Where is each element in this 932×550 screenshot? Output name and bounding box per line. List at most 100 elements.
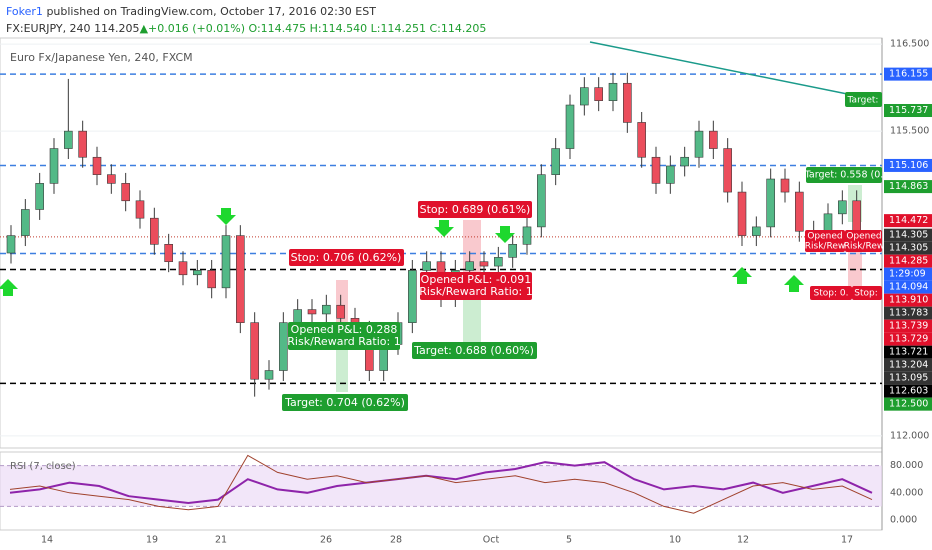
candle-body: [795, 191, 804, 232]
annotation: Target:: [847, 96, 879, 106]
date-label: 28: [390, 535, 402, 546]
annotation-box: [412, 342, 537, 359]
candle-body: [838, 200, 847, 215]
price-tag: [884, 214, 932, 228]
price-tag: [884, 228, 932, 242]
annotation: Target: 0.688 (0.60%): [413, 344, 534, 357]
y-tick-label: 115.500: [890, 126, 929, 137]
indicator-tick-label: 80.000: [890, 460, 923, 471]
trend-line: [589, 41, 883, 102]
ohlc-low: L:114.251: [371, 22, 426, 35]
price-tag: [884, 180, 932, 194]
candle-body: [236, 235, 245, 323]
price-tag: [884, 267, 932, 281]
published: published on TradingView.com, October 17…: [46, 5, 376, 18]
annotation: Stop:: [854, 289, 878, 299]
price-tag-label: 115.106: [889, 160, 928, 171]
candle-body: [279, 322, 288, 371]
annotation-box: [806, 167, 882, 183]
candle-body: [408, 270, 417, 323]
candle-body: [35, 183, 44, 210]
annotation: Opened: [846, 232, 881, 242]
candle-body: [522, 226, 532, 245]
candle-body: [264, 370, 274, 380]
annotation: Risk/Reward Ratio: 1: [287, 335, 400, 348]
date-label: Oct: [483, 535, 500, 546]
price-tag-label: 114.285: [889, 256, 928, 267]
candle-body: [322, 304, 331, 315]
price-tag: [884, 254, 932, 268]
candle-body: [293, 309, 302, 323]
candle-body: [623, 82, 632, 123]
date-label: 26: [320, 535, 332, 546]
candle-body: [580, 87, 589, 106]
header-line1: Foker1 published on TradingView.com, Oct…: [6, 5, 376, 18]
date-label: 17: [841, 535, 853, 546]
candle-body: [737, 191, 747, 236]
candle-body: [666, 165, 675, 184]
price-tag: [884, 158, 932, 172]
annotation-box: [810, 286, 852, 300]
price-tag-label: 114.472: [889, 215, 928, 226]
date-label: 21: [215, 535, 227, 546]
date-label: 12: [737, 535, 749, 546]
price-tag-label: 1:29:09: [889, 269, 926, 280]
price-tag-label: 113.729: [889, 334, 928, 345]
y-tick-label: 116.500: [890, 39, 929, 50]
indicator-title: RSI (7, close): [10, 461, 76, 472]
signal-arrow-down: [216, 208, 236, 225]
candle-body: [92, 156, 102, 175]
annotation: Opened P&L: 0.288: [291, 323, 398, 336]
signal-arrow-up: [0, 279, 18, 296]
candle-body: [709, 130, 718, 149]
candle-body: [766, 178, 775, 228]
y-tick-label: 112.000: [890, 430, 929, 441]
annotation-box: [289, 249, 404, 266]
candle-body: [78, 130, 87, 158]
header-line2: FX:EURJPY, 240 114.205▲+0.016 (+0.01%) O…: [6, 22, 486, 35]
annotation-box: [845, 92, 882, 107]
signal-arrow-down: [434, 220, 454, 237]
price-tag: [884, 397, 932, 411]
candle-body: [565, 104, 575, 149]
candle-body: [6, 235, 16, 254]
annotation-box: [805, 230, 845, 252]
target-zone: [463, 300, 481, 342]
price-tag-label: 112.603: [889, 386, 928, 397]
price-tag-label: 115.737: [889, 105, 928, 116]
ohlc-close: C:114.205: [429, 22, 486, 35]
candle-body: [207, 270, 216, 289]
annotation-box: [418, 201, 532, 218]
price-tag-label: 112.500: [889, 399, 928, 410]
price-tag: [884, 293, 932, 307]
candle-body: [178, 261, 188, 276]
price-tag: [884, 306, 932, 320]
candle-body: [680, 156, 689, 167]
price-tag-label: 113.204: [889, 360, 928, 371]
annotation: Target: 0.704 (0.62%): [284, 396, 405, 409]
annotation: Opened: [807, 232, 842, 242]
candle-body: [49, 148, 59, 184]
annotation: Risk/Rew: [844, 242, 884, 252]
candle-body: [479, 261, 489, 267]
annotation-box: [845, 230, 882, 252]
candle-body: [637, 122, 646, 158]
indicator-tick-label: 0.000: [890, 515, 917, 526]
candle-body: [494, 257, 503, 267]
candle-body: [221, 235, 231, 289]
price-tag: [884, 345, 932, 359]
price-tag-label: 113.721: [889, 347, 928, 358]
signal-arrow-up: [732, 267, 752, 284]
candle-body: [21, 209, 30, 236]
candle-body: [422, 261, 431, 271]
publisher[interactable]: Foker1: [6, 5, 43, 18]
candle-body: [193, 270, 202, 276]
change-arrow: ▲: [140, 22, 149, 35]
candle-body: [594, 87, 603, 101]
candle-body: [508, 244, 517, 258]
annotation: Stop: 0.706 (0.62%): [291, 251, 402, 264]
target-zone: [336, 350, 348, 392]
date-label: 10: [669, 535, 681, 546]
price-tag-label: 116.155: [889, 69, 928, 80]
candle-body: [107, 174, 116, 184]
